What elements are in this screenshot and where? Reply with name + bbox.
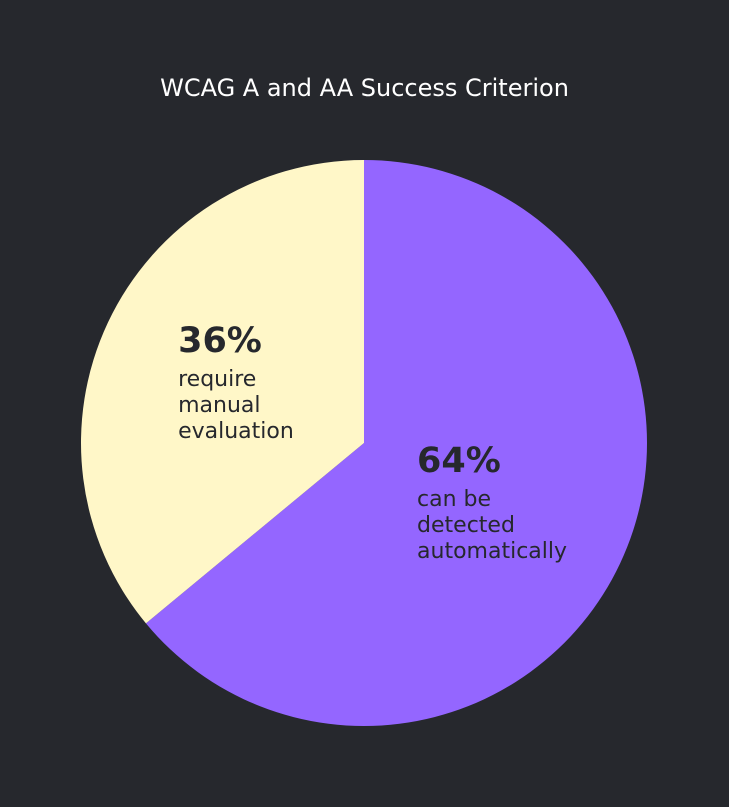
value-label: 64%: [417, 441, 501, 482]
category-label: require manual evaluation: [178, 366, 294, 444]
value-label: 36%: [178, 320, 262, 361]
category-label: can be detected automatically: [417, 487, 568, 565]
slice-label: 36% require manual evaluation: [178, 321, 294, 445]
slice-label: 64% can be detected automatically: [417, 441, 567, 565]
pie-slice: [145, 160, 648, 726]
pie-slice: [81, 160, 364, 624]
chart-title: WCAG A and AA Success Criterion: [160, 74, 569, 102]
